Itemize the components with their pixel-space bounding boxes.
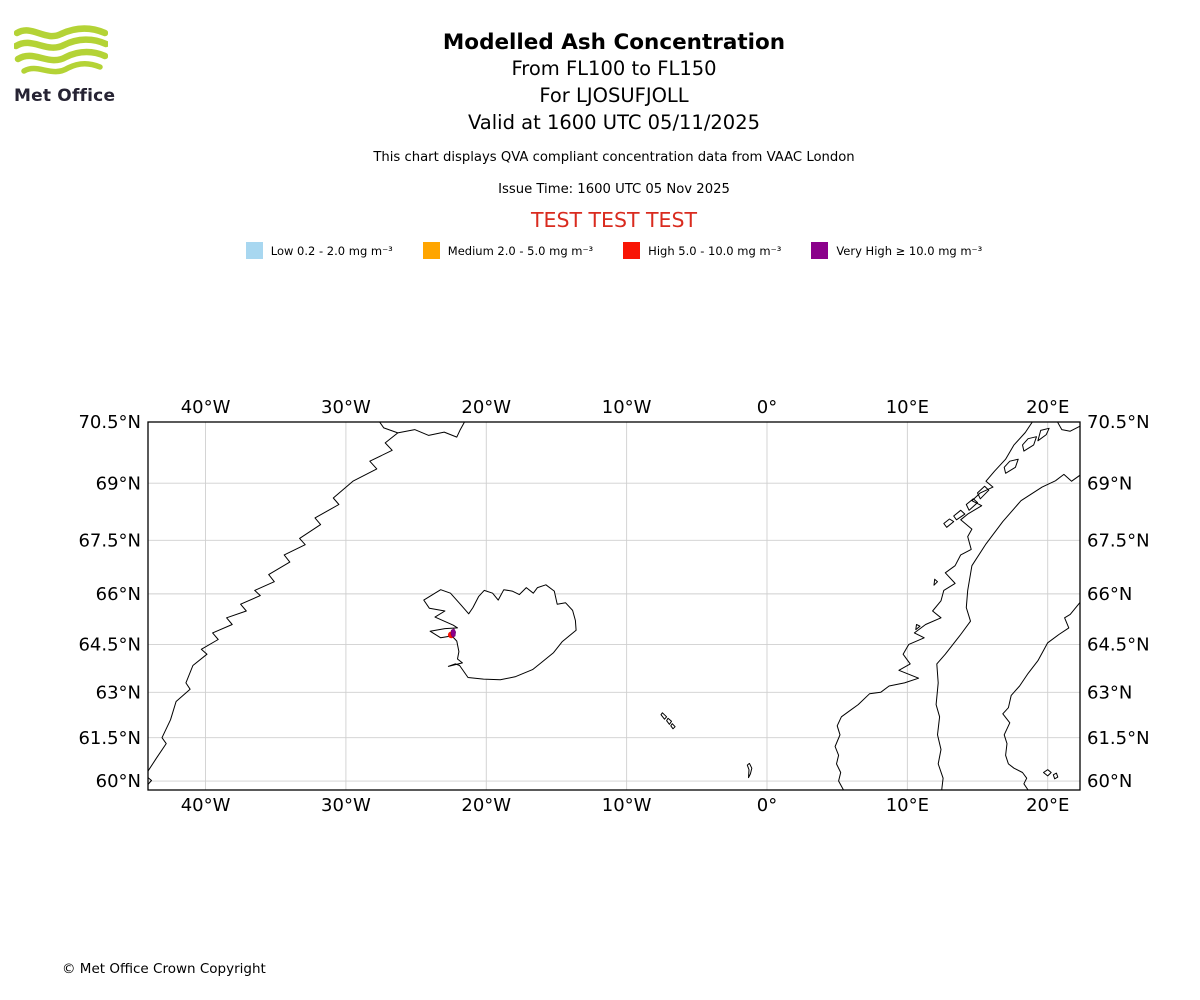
coastline bbox=[1002, 602, 1080, 790]
copyright-notice: © Met Office Crown Copyright bbox=[62, 961, 266, 977]
coastline-landmass bbox=[1052, 772, 1059, 780]
test-banner: TEST TEST TEST bbox=[530, 208, 698, 233]
coastline-landmass bbox=[666, 717, 672, 725]
lon-tick-label-bottom: 0° bbox=[757, 795, 777, 816]
met-office-logo: Met Office bbox=[12, 22, 134, 106]
lat-tick-label-right: 64.5°N bbox=[1087, 635, 1150, 656]
volcano-subtitle: For LJOSUFJOLL bbox=[539, 83, 689, 107]
lon-tick-label-bottom: 20°E bbox=[1026, 795, 1069, 816]
lon-tick-label-bottom: 20°W bbox=[461, 795, 511, 816]
legend-label-medium: Medium 2.0 - 5.0 mg m⁻³ bbox=[447, 243, 594, 258]
coastline bbox=[834, 422, 1033, 790]
chart-header: Modelled Ash Concentration From FL100 to… bbox=[28, 30, 1200, 260]
lon-tick-label-top: 30°W bbox=[321, 397, 371, 418]
coastline-landmass bbox=[943, 518, 955, 528]
lat-tick-label-right: 66°N bbox=[1087, 584, 1132, 605]
issue-time: Issue Time: 1600 UTC 05 Nov 2025 bbox=[498, 182, 730, 198]
lon-tick-label-bottom: 10°E bbox=[886, 795, 929, 816]
legend-swatch-very-high bbox=[811, 242, 829, 260]
coastline-landmass bbox=[915, 624, 921, 631]
lat-tick-label-left: 69°N bbox=[96, 473, 141, 494]
coastline bbox=[379, 422, 465, 438]
coastline bbox=[148, 777, 152, 785]
valid-time-subtitle: Valid at 1600 UTC 05/11/2025 bbox=[467, 110, 761, 134]
legend-swatch-high bbox=[623, 242, 641, 260]
lat-tick-label-right: 70.5°N bbox=[1087, 412, 1150, 433]
legend-swatch-low bbox=[245, 242, 263, 260]
coastline-landmass bbox=[1037, 427, 1050, 442]
lat-tick-label-left: 64.5°N bbox=[78, 635, 141, 656]
met-office-logo-text: Met Office bbox=[14, 86, 116, 106]
lat-tick-label-right: 60°N bbox=[1087, 771, 1132, 792]
legend-item-high: High 5.0 - 10.0 mg m⁻³ bbox=[623, 242, 782, 260]
lon-tick-label-top: 10°E bbox=[886, 397, 929, 418]
legend: Low 0.2 - 2.0 mg m⁻³ Medium 2.0 - 5.0 mg … bbox=[28, 242, 1200, 260]
legend-item-low: Low 0.2 - 2.0 mg m⁻³ bbox=[245, 242, 393, 260]
coastline-landmass bbox=[933, 578, 938, 586]
coastline-landmass bbox=[660, 712, 668, 720]
lat-tick-label-right: 67.5°N bbox=[1087, 530, 1150, 551]
coastline bbox=[935, 480, 1056, 790]
lat-tick-label-right: 61.5°N bbox=[1087, 728, 1150, 749]
chart-title: Modelled Ash Concentration bbox=[442, 30, 786, 55]
flight-levels-subtitle: From FL100 to FL150 bbox=[511, 57, 717, 80]
lat-tick-label-right: 69°N bbox=[1087, 473, 1132, 494]
legend-label-low: Low 0.2 - 2.0 mg m⁻³ bbox=[270, 243, 393, 258]
coastline-landmass bbox=[423, 584, 577, 681]
lon-tick-label-bottom: 10°W bbox=[602, 795, 652, 816]
coastline bbox=[148, 432, 399, 772]
lat-tick-label-left: 66°N bbox=[96, 584, 141, 605]
coastline-landmass bbox=[953, 509, 966, 521]
coastline-landmass bbox=[977, 485, 990, 500]
coastline bbox=[1057, 422, 1080, 432]
map-frame bbox=[147, 421, 1081, 791]
legend-swatch-medium bbox=[422, 242, 440, 260]
lat-tick-label-left: 60°N bbox=[96, 771, 141, 792]
lon-tick-label-top: 40°W bbox=[181, 397, 231, 418]
coastline bbox=[1055, 473, 1080, 482]
coastline-landmass bbox=[1043, 769, 1052, 777]
qva-description: This chart displays QVA compliant concen… bbox=[373, 150, 855, 166]
lon-tick-label-top: 0° bbox=[757, 397, 777, 418]
legend-item-medium: Medium 2.0 - 5.0 mg m⁻³ bbox=[422, 242, 594, 260]
lon-tick-label-top: 10°W bbox=[602, 397, 652, 418]
lat-tick-label-left: 63°N bbox=[96, 682, 141, 703]
ash-area-high bbox=[447, 631, 455, 639]
ash-area-very-high bbox=[450, 628, 456, 638]
lat-tick-label-right: 63°N bbox=[1087, 682, 1132, 703]
coastline-landmass bbox=[965, 498, 978, 511]
lon-tick-label-top: 20°E bbox=[1026, 397, 1069, 418]
lon-tick-label-top: 20°W bbox=[461, 397, 511, 418]
legend-label-very-high: Very High ≥ 10.0 mg m⁻³ bbox=[836, 243, 983, 258]
coastline-landmass bbox=[670, 723, 676, 730]
coastline-landmass bbox=[1022, 436, 1037, 452]
coastline-landmass bbox=[1003, 458, 1019, 474]
lon-tick-label-bottom: 30°W bbox=[321, 795, 371, 816]
coastline-landmass bbox=[746, 762, 753, 779]
legend-item-very-high: Very High ≥ 10.0 mg m⁻³ bbox=[811, 242, 983, 260]
geography-layer bbox=[148, 422, 1080, 790]
lat-tick-label-left: 61.5°N bbox=[78, 728, 141, 749]
lat-tick-label-left: 70.5°N bbox=[78, 412, 141, 433]
lat-tick-label-left: 67.5°N bbox=[78, 530, 141, 551]
legend-label-high: High 5.0 - 10.0 mg m⁻³ bbox=[648, 243, 782, 258]
met-office-waves-icon bbox=[12, 25, 110, 75]
lon-tick-label-bottom: 40°W bbox=[181, 795, 231, 816]
